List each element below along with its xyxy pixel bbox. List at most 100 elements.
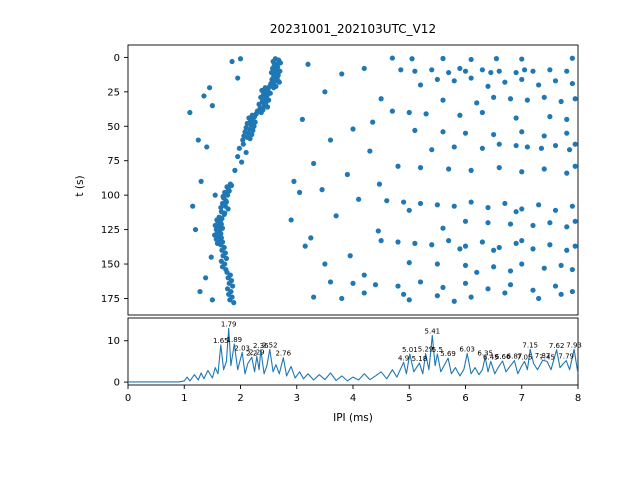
scatter-point <box>552 78 559 84</box>
scatter-point <box>235 153 241 160</box>
scatter-point <box>547 67 553 73</box>
scatter-point <box>209 103 215 109</box>
bottom-y-tick-label: 10 <box>107 336 120 347</box>
x-tick-label: 7 <box>519 393 525 404</box>
scatter-point <box>232 167 238 173</box>
peak-label: 7.79 <box>558 353 574 361</box>
scatter-point <box>333 213 339 219</box>
scatter-point <box>376 181 383 187</box>
top-y-ticks: 0 25 50 75 100 125 150 175 <box>101 53 128 305</box>
scatter-point <box>240 141 246 147</box>
scatter-point <box>457 65 463 72</box>
scatter-point <box>547 220 553 226</box>
scatter-point <box>378 238 384 244</box>
scatter-point <box>339 71 345 77</box>
scatter-point <box>496 68 502 74</box>
x-tick-label: 8 <box>575 393 581 404</box>
scatter-point <box>558 262 564 269</box>
scatter-point <box>462 68 469 74</box>
scatter-point <box>350 280 356 286</box>
scatter-point <box>474 269 480 275</box>
scatter-point <box>451 298 457 304</box>
peak-label: 5.29 <box>418 346 434 354</box>
scatter-point <box>446 238 452 244</box>
scatter-point <box>541 265 547 271</box>
scatter-point <box>409 56 415 62</box>
scatter-point <box>212 192 218 198</box>
ipi-count-line <box>128 327 579 383</box>
scatter-point <box>569 55 575 61</box>
scatter-point <box>417 165 424 171</box>
scatter-point <box>224 192 231 198</box>
scatter-point <box>218 204 224 211</box>
scatter-point <box>572 96 578 102</box>
scatter-point <box>206 85 213 91</box>
scatter-point <box>370 119 376 125</box>
scatter-point <box>361 65 367 72</box>
peak-label: 7.45 <box>539 353 555 361</box>
scatter-point <box>350 126 356 132</box>
scatter-point <box>417 82 424 88</box>
scatter-point <box>229 58 235 65</box>
scatter-point <box>256 101 262 107</box>
scatter-point <box>250 127 256 134</box>
scatter-point <box>203 275 209 281</box>
scatter-point <box>434 76 440 83</box>
peak-label: 2.03 <box>234 344 250 352</box>
scatter-point <box>485 204 491 211</box>
scatter-point <box>228 182 235 189</box>
scatter-point <box>564 130 570 136</box>
scatter-point <box>564 170 570 176</box>
scatter-point <box>291 178 297 184</box>
peak-label: 6.03 <box>459 346 475 354</box>
scatter-point <box>230 283 236 289</box>
scatter-point <box>547 114 553 120</box>
scatter-point <box>395 283 401 289</box>
scatter-point <box>513 115 519 121</box>
scatter-point <box>566 147 573 153</box>
scatter-point <box>491 247 497 253</box>
scatter-point <box>507 96 514 102</box>
top-y-tick-label: 25 <box>107 87 120 98</box>
scatter-point <box>513 209 519 215</box>
scatter-point <box>572 243 578 249</box>
scatter-point <box>327 137 334 143</box>
scatter-point <box>572 218 578 224</box>
scatter-point <box>367 148 373 154</box>
peak-label: 5.01 <box>402 346 418 354</box>
scatter-point <box>569 288 575 295</box>
scatter-point <box>319 187 325 193</box>
scatter-point <box>389 108 395 114</box>
scatter-point <box>440 284 446 291</box>
peak-label: 6.87 <box>507 353 523 361</box>
x-ticks: 0 1 2 3 4 5 6 7 8 <box>125 385 581 404</box>
scatter-point <box>237 56 244 62</box>
scatter-point <box>474 100 480 106</box>
chart-title: 20231001_202103UTC_V12 <box>269 22 437 36</box>
scatter-point <box>485 220 491 226</box>
peak-label: 7.62 <box>549 342 565 350</box>
scatter-point <box>406 297 412 303</box>
scatter-point <box>302 243 308 249</box>
peak-label: 5.41 <box>425 327 441 335</box>
scatter-point <box>558 98 564 105</box>
scatter-point <box>204 144 210 150</box>
scatter-point <box>252 119 258 125</box>
scatter-point <box>468 75 474 81</box>
scatter-point <box>344 171 350 178</box>
scatter-point <box>356 196 362 202</box>
scatter-point <box>190 203 196 209</box>
top-y-tick-label: 0 <box>114 53 120 64</box>
scatter-point <box>429 147 435 153</box>
scatter-point <box>496 244 502 251</box>
scatter-point <box>251 123 257 129</box>
x-tick-label: 0 <box>125 393 131 404</box>
scatter-point <box>457 112 463 118</box>
scatter-point <box>536 295 542 302</box>
scatter-point <box>502 200 508 207</box>
x-tick-label: 5 <box>406 393 412 404</box>
scatter-point <box>451 203 457 209</box>
peak-label: 7.37 <box>535 352 551 360</box>
scatter-point <box>496 141 502 147</box>
